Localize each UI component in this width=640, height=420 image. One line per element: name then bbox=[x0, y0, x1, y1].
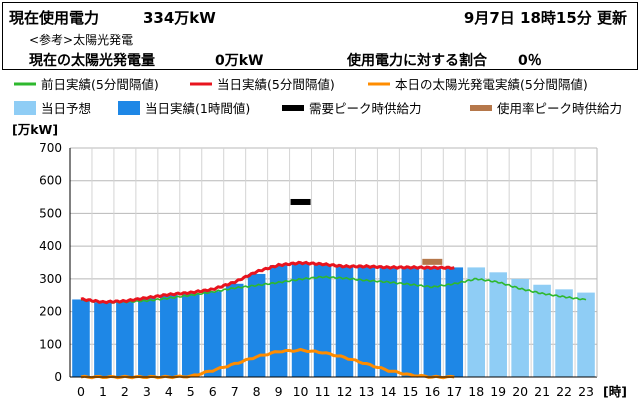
y-tick-label-6: 600 bbox=[39, 174, 62, 188]
bar-actual-15 bbox=[401, 266, 420, 377]
bar-actual-4 bbox=[160, 294, 178, 377]
x-tick-label-22: 22 bbox=[556, 384, 572, 399]
x-tick-label-6: 6 bbox=[209, 384, 217, 399]
y-tick-label-2: 200 bbox=[39, 305, 62, 319]
bar-actual-12 bbox=[335, 265, 354, 377]
x-tick-label-17: 17 bbox=[446, 384, 462, 399]
current-usage-label: 現在使用電力 bbox=[9, 9, 100, 27]
bar-actual-10 bbox=[291, 262, 310, 377]
bar-actual-2 bbox=[116, 301, 134, 377]
current-usage-value: 334万kW bbox=[143, 9, 216, 27]
legend-swatch-4 bbox=[118, 101, 140, 115]
line-prev-day bbox=[80, 275, 587, 305]
x-tick-label-21: 21 bbox=[534, 384, 550, 399]
bar-actual-14 bbox=[379, 267, 398, 377]
line-today-5min bbox=[80, 260, 455, 305]
bar-actual-17 bbox=[445, 267, 464, 377]
y-axis-unit: [万kW] bbox=[12, 122, 58, 137]
legend-label-0: 前日実績(5分間隔値) bbox=[41, 77, 159, 92]
x-tick-label-12: 12 bbox=[337, 384, 353, 399]
y-tick-label-3: 300 bbox=[39, 272, 62, 286]
x-tick-label-11: 11 bbox=[315, 384, 331, 399]
x-tick-label-19: 19 bbox=[490, 384, 506, 399]
bar-actual-8 bbox=[247, 273, 266, 377]
legend-swatch-5 bbox=[282, 105, 304, 111]
bar-actual-16 bbox=[423, 266, 442, 377]
y-tick-label-1: 100 bbox=[39, 337, 62, 351]
x-tick-label-8: 8 bbox=[253, 384, 261, 399]
y-tick-label-0: 0 bbox=[54, 370, 62, 384]
bar-forecast-21 bbox=[533, 284, 551, 377]
legend-label-5: 需要ピーク時供給力 bbox=[309, 101, 422, 116]
y-tick-label-5: 500 bbox=[39, 206, 62, 220]
x-tick-label-0: 0 bbox=[77, 384, 85, 399]
legend-label-6: 使用率ピーク時供給力 bbox=[497, 101, 622, 116]
bar-actual-1 bbox=[94, 302, 112, 377]
solar-ratio-label: 使用電力に対する割合 bbox=[347, 53, 487, 69]
x-tick-label-3: 3 bbox=[143, 384, 151, 399]
x-tick-label-18: 18 bbox=[468, 384, 484, 399]
power-usage-chart: 前日実績(5分間隔値) 当日実績(5分間隔値) 本日の太陽光発電実績(5分間隔値) 当… bbox=[12, 77, 627, 399]
x-tick-label-9: 9 bbox=[275, 384, 283, 399]
bar-actual-0 bbox=[72, 299, 90, 377]
solar-ratio-value: 0％ bbox=[518, 53, 542, 69]
marker-usage-peak-supply bbox=[422, 258, 443, 265]
bar-actual-7 bbox=[225, 283, 244, 377]
x-tick-label-23: 23 bbox=[578, 384, 594, 399]
bar-actual-3 bbox=[138, 297, 156, 377]
x-tick-label-4: 4 bbox=[165, 384, 173, 399]
x-tick-label-2: 2 bbox=[121, 384, 129, 399]
bar-forecast-19 bbox=[489, 272, 507, 377]
legend-swatch-6 bbox=[470, 105, 492, 111]
solar-output-value: 0万kW bbox=[215, 53, 264, 69]
legend-label-1: 当日実績(5分間隔値) bbox=[217, 77, 335, 92]
bar-actual-13 bbox=[357, 265, 376, 377]
legend-swatch-3 bbox=[14, 101, 36, 115]
bar-actual-11 bbox=[313, 264, 332, 377]
x-tick-label-20: 20 bbox=[512, 384, 528, 399]
bar-actual-9 bbox=[269, 265, 288, 377]
bar-forecast-18 bbox=[467, 267, 486, 377]
bar-forecast-20 bbox=[511, 278, 529, 377]
x-tick-label-10: 10 bbox=[293, 384, 309, 399]
x-tick-label-15: 15 bbox=[402, 384, 418, 399]
bar-actual-5 bbox=[181, 293, 200, 377]
y-tick-label-7: 700 bbox=[39, 141, 62, 155]
x-axis-unit: [時] bbox=[603, 384, 627, 399]
legend-label-2: 本日の太陽光発電実績(5分間隔値) bbox=[395, 77, 588, 92]
x-tick-label-14: 14 bbox=[380, 384, 396, 399]
x-tick-label-13: 13 bbox=[358, 384, 374, 399]
x-tick-label-1: 1 bbox=[99, 384, 107, 399]
x-tick-label-16: 16 bbox=[424, 384, 440, 399]
legend-label-3: 当日予想 bbox=[41, 101, 91, 116]
x-tick-label-7: 7 bbox=[231, 384, 239, 399]
solar-output-label: 現在の太陽光発電量 bbox=[29, 53, 155, 69]
bar-actual-6 bbox=[203, 291, 222, 377]
legend-label-4: 当日実績(1時間値) bbox=[145, 101, 250, 116]
y-tick-label-4: 400 bbox=[39, 239, 62, 253]
x-tick-label-5: 5 bbox=[187, 384, 195, 399]
bar-forecast-22 bbox=[555, 289, 573, 377]
update-time: 9月7日 18時15分 更新 bbox=[463, 9, 627, 27]
summary-header: 現在使用電力 334万kW 9月7日 18時15分 更新 <参考>太陽光発電 現… bbox=[2, 2, 638, 70]
bar-forecast-23 bbox=[577, 292, 595, 377]
marker-demand-peak-supply bbox=[290, 198, 311, 205]
reference-note: <参考>太陽光発電 bbox=[29, 33, 134, 47]
